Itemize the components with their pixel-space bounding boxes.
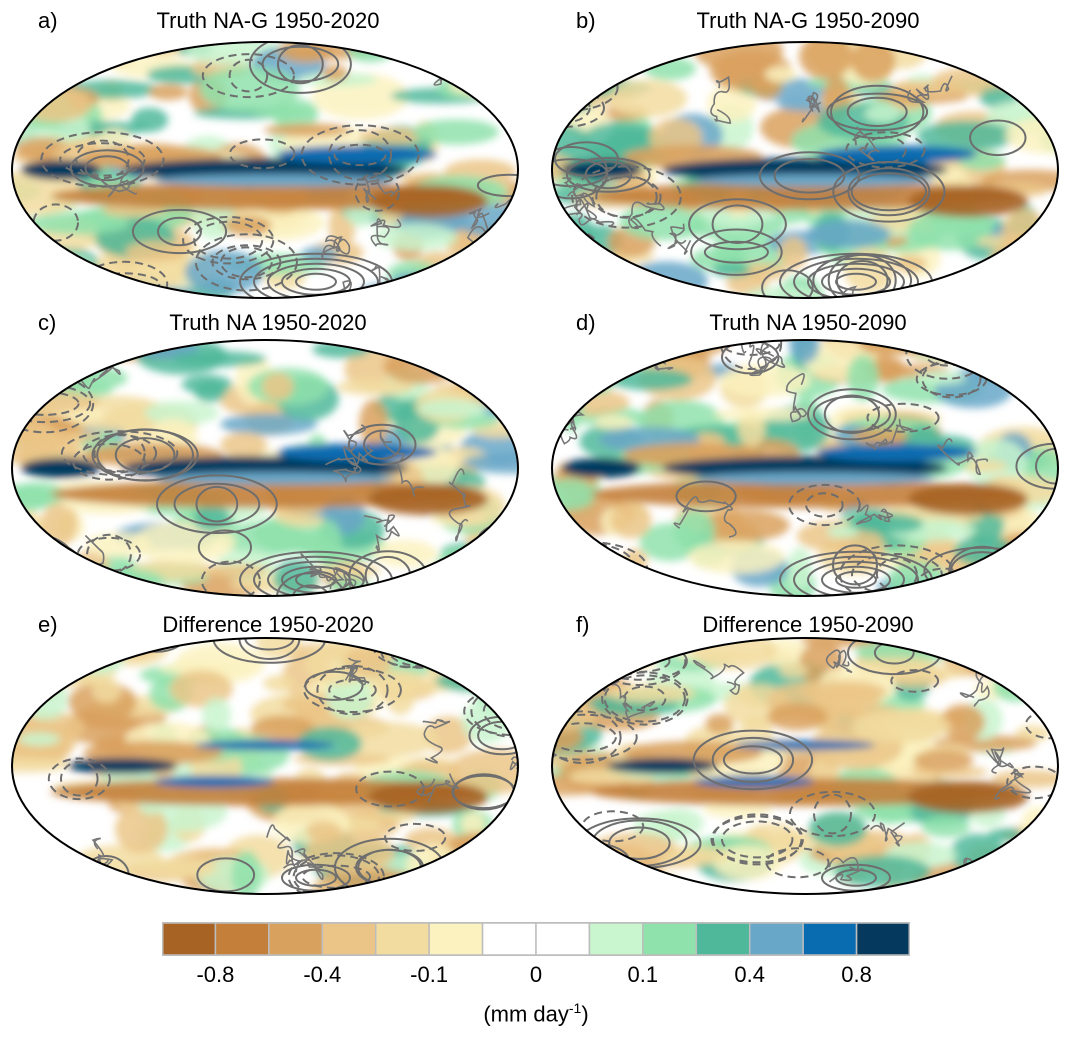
colorbar-tick-label: 0.1 xyxy=(627,962,659,987)
colorbar-swatch xyxy=(802,922,858,956)
colorbar-swatch xyxy=(268,922,324,956)
map-panel-a xyxy=(11,41,519,299)
colorbar-swatch xyxy=(695,922,751,956)
colorbar-tick-label: -0.8 xyxy=(196,962,235,987)
colorbar-units: (mm day-1) xyxy=(483,1000,589,1027)
panel-letter: b) xyxy=(576,8,596,33)
colorbar-swatch xyxy=(214,922,270,956)
panel-letter: d) xyxy=(576,310,596,335)
map-panel-f xyxy=(551,637,1059,895)
panel-letter: c) xyxy=(38,310,57,335)
colorbar-tick-label: -0.1 xyxy=(410,962,449,987)
colorbar-swatch xyxy=(642,922,698,956)
panel-title: Truth NA-G 1950-2090 xyxy=(696,8,920,33)
colorbar-swatch xyxy=(481,922,537,956)
colorbar-swatch xyxy=(855,922,910,956)
colorbar-swatch xyxy=(374,922,430,956)
colorbar-swatch xyxy=(588,922,644,956)
colorbar-swatch xyxy=(535,922,591,956)
panel-title: Truth NA 1950-2020 xyxy=(169,310,367,335)
map-panel-b xyxy=(551,41,1059,299)
colorbar-tick-label: 0.8 xyxy=(841,962,872,987)
map-panel-d xyxy=(551,339,1059,597)
colorbar-swatch xyxy=(162,922,217,956)
panel-title: Truth NA-G 1950-2020 xyxy=(156,8,380,33)
panel-letter: f) xyxy=(576,612,590,637)
colorbar-swatch xyxy=(428,922,484,956)
colorbar-swatch xyxy=(321,922,377,956)
panel-title: Difference 1950-2020 xyxy=(162,612,374,637)
colorbar-tick-label: 0 xyxy=(529,962,543,987)
map-panel-e xyxy=(11,637,519,895)
panel-letter: e) xyxy=(38,612,58,637)
colorbar-tick-label: -0.4 xyxy=(303,962,342,987)
panel-title: Truth NA 1950-2090 xyxy=(709,310,907,335)
panel-letter: a) xyxy=(38,8,58,33)
map-panel-c xyxy=(11,339,519,597)
colorbar-swatch xyxy=(748,922,804,956)
colorbar-tick-label: 0.4 xyxy=(734,962,765,987)
colorbar xyxy=(162,922,910,956)
panel-title: Difference 1950-2090 xyxy=(702,612,914,637)
